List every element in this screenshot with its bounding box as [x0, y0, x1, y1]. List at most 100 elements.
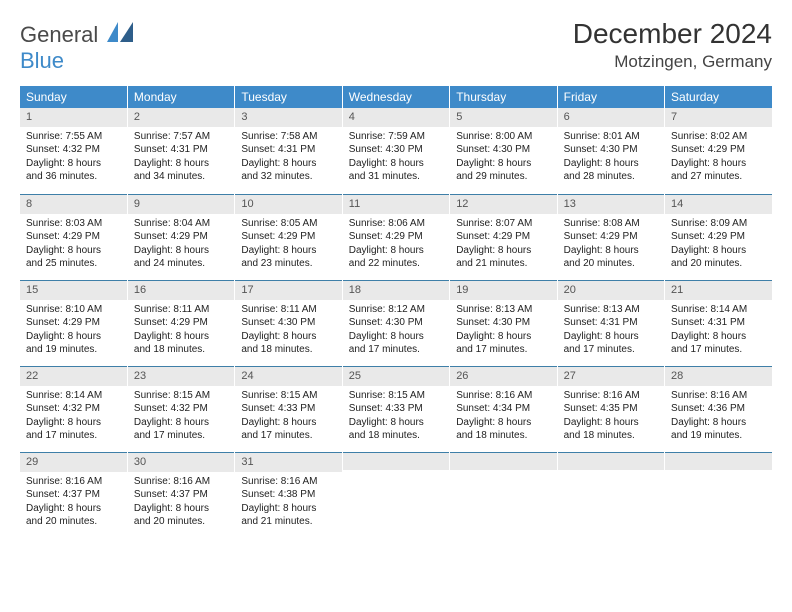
- day-d1: Daylight: 8 hours: [26, 416, 121, 430]
- calendar-day-cell: 9Sunrise: 8:04 AMSunset: 4:29 PMDaylight…: [127, 194, 234, 280]
- day-number: 27: [558, 366, 664, 386]
- day-d2: and 36 minutes.: [26, 170, 121, 184]
- day-number: [558, 452, 664, 470]
- calendar-day-cell: 2Sunrise: 7:57 AMSunset: 4:31 PMDaylight…: [127, 108, 234, 194]
- day-d1: Daylight: 8 hours: [671, 244, 766, 258]
- day-sunrise: Sunrise: 7:59 AM: [349, 130, 443, 144]
- day-d2: and 17 minutes.: [564, 343, 658, 357]
- day-details: Sunrise: 8:06 AMSunset: 4:29 PMDaylight:…: [343, 214, 449, 275]
- day-details: [450, 470, 556, 477]
- day-sunrise: Sunrise: 8:16 AM: [564, 389, 658, 403]
- day-details: Sunrise: 8:16 AMSunset: 4:38 PMDaylight:…: [235, 472, 341, 533]
- day-sunset: Sunset: 4:31 PM: [564, 316, 658, 330]
- day-number: [665, 452, 772, 470]
- day-d1: Daylight: 8 hours: [456, 330, 550, 344]
- calendar-day-cell: [450, 452, 557, 538]
- calendar-day-cell: 14Sunrise: 8:09 AMSunset: 4:29 PMDayligh…: [665, 194, 772, 280]
- day-number: 11: [343, 194, 449, 214]
- day-d1: Daylight: 8 hours: [134, 502, 228, 516]
- day-sunrise: Sunrise: 8:15 AM: [241, 389, 335, 403]
- day-d2: and 17 minutes.: [456, 343, 550, 357]
- day-d1: Daylight: 8 hours: [26, 244, 121, 258]
- day-d1: Daylight: 8 hours: [564, 157, 658, 171]
- day-sunrise: Sunrise: 8:16 AM: [671, 389, 766, 403]
- day-sunset: Sunset: 4:31 PM: [241, 143, 335, 157]
- day-details: Sunrise: 7:58 AMSunset: 4:31 PMDaylight:…: [235, 127, 341, 188]
- calendar-body: 1Sunrise: 7:55 AMSunset: 4:32 PMDaylight…: [20, 108, 772, 538]
- day-d2: and 18 minutes.: [564, 429, 658, 443]
- day-details: Sunrise: 7:55 AMSunset: 4:32 PMDaylight:…: [20, 127, 127, 188]
- day-sunset: Sunset: 4:29 PM: [26, 316, 121, 330]
- day-details: Sunrise: 8:12 AMSunset: 4:30 PMDaylight:…: [343, 300, 449, 361]
- logo-word-blue: Blue: [20, 48, 64, 73]
- calendar-week-row: 1Sunrise: 7:55 AMSunset: 4:32 PMDaylight…: [20, 108, 772, 194]
- day-sunset: Sunset: 4:30 PM: [241, 316, 335, 330]
- calendar-day-cell: 26Sunrise: 8:16 AMSunset: 4:34 PMDayligh…: [450, 366, 557, 452]
- day-sunrise: Sunrise: 8:09 AM: [671, 217, 766, 231]
- day-d1: Daylight: 8 hours: [26, 157, 121, 171]
- calendar-header-row: Sunday Monday Tuesday Wednesday Thursday…: [20, 86, 772, 108]
- day-d2: and 23 minutes.: [241, 257, 335, 271]
- day-d2: and 18 minutes.: [241, 343, 335, 357]
- day-d2: and 18 minutes.: [134, 343, 228, 357]
- day-number: 5: [450, 108, 556, 127]
- day-sunset: Sunset: 4:30 PM: [564, 143, 658, 157]
- day-sunrise: Sunrise: 8:05 AM: [241, 217, 335, 231]
- calendar-day-cell: [342, 452, 449, 538]
- day-sunset: Sunset: 4:38 PM: [241, 488, 335, 502]
- day-d2: and 19 minutes.: [26, 343, 121, 357]
- day-sunrise: Sunrise: 8:12 AM: [349, 303, 443, 317]
- day-number: 18: [343, 280, 449, 300]
- day-d1: Daylight: 8 hours: [241, 330, 335, 344]
- day-sunrise: Sunrise: 7:57 AM: [134, 130, 228, 144]
- calendar-day-cell: 25Sunrise: 8:15 AMSunset: 4:33 PMDayligh…: [342, 366, 449, 452]
- day-d1: Daylight: 8 hours: [241, 157, 335, 171]
- calendar-week-row: 29Sunrise: 8:16 AMSunset: 4:37 PMDayligh…: [20, 452, 772, 538]
- weekday-header: Sunday: [20, 86, 127, 108]
- day-d2: and 32 minutes.: [241, 170, 335, 184]
- day-details: [558, 470, 664, 477]
- day-number: 2: [128, 108, 234, 127]
- day-details: Sunrise: 8:08 AMSunset: 4:29 PMDaylight:…: [558, 214, 664, 275]
- day-d2: and 20 minutes.: [564, 257, 658, 271]
- day-number: 20: [558, 280, 664, 300]
- day-details: Sunrise: 8:13 AMSunset: 4:31 PMDaylight:…: [558, 300, 664, 361]
- calendar-day-cell: 4Sunrise: 7:59 AMSunset: 4:30 PMDaylight…: [342, 108, 449, 194]
- calendar-day-cell: [665, 452, 772, 538]
- day-number: 26: [450, 366, 556, 386]
- calendar-day-cell: 13Sunrise: 8:08 AMSunset: 4:29 PMDayligh…: [557, 194, 664, 280]
- day-details: Sunrise: 8:03 AMSunset: 4:29 PMDaylight:…: [20, 214, 127, 275]
- header: General Blue December 2024 Motzingen, Ge…: [20, 18, 772, 74]
- day-sunset: Sunset: 4:33 PM: [349, 402, 443, 416]
- day-d1: Daylight: 8 hours: [564, 244, 658, 258]
- day-sunset: Sunset: 4:32 PM: [134, 402, 228, 416]
- logo-sail-icon: [107, 22, 133, 42]
- day-d1: Daylight: 8 hours: [241, 244, 335, 258]
- calendar-table: Sunday Monday Tuesday Wednesday Thursday…: [20, 86, 772, 538]
- day-d2: and 18 minutes.: [456, 429, 550, 443]
- day-sunset: Sunset: 4:32 PM: [26, 402, 121, 416]
- day-d1: Daylight: 8 hours: [456, 244, 550, 258]
- day-sunrise: Sunrise: 8:11 AM: [241, 303, 335, 317]
- day-sunset: Sunset: 4:35 PM: [564, 402, 658, 416]
- day-d1: Daylight: 8 hours: [564, 416, 658, 430]
- day-sunrise: Sunrise: 8:07 AM: [456, 217, 550, 231]
- calendar-day-cell: [557, 452, 664, 538]
- day-d2: and 17 minutes.: [671, 343, 766, 357]
- day-sunset: Sunset: 4:33 PM: [241, 402, 335, 416]
- day-d2: and 20 minutes.: [134, 515, 228, 529]
- calendar-day-cell: 5Sunrise: 8:00 AMSunset: 4:30 PMDaylight…: [450, 108, 557, 194]
- day-sunset: Sunset: 4:37 PM: [26, 488, 121, 502]
- day-number: 15: [20, 280, 127, 300]
- day-sunset: Sunset: 4:34 PM: [456, 402, 550, 416]
- calendar-day-cell: 24Sunrise: 8:15 AMSunset: 4:33 PMDayligh…: [235, 366, 342, 452]
- calendar-day-cell: 15Sunrise: 8:10 AMSunset: 4:29 PMDayligh…: [20, 280, 127, 366]
- day-sunset: Sunset: 4:31 PM: [671, 316, 766, 330]
- calendar-week-row: 15Sunrise: 8:10 AMSunset: 4:29 PMDayligh…: [20, 280, 772, 366]
- day-sunrise: Sunrise: 8:06 AM: [349, 217, 443, 231]
- day-sunset: Sunset: 4:29 PM: [456, 230, 550, 244]
- day-number: 16: [128, 280, 234, 300]
- day-sunrise: Sunrise: 8:01 AM: [564, 130, 658, 144]
- day-number: 23: [128, 366, 234, 386]
- day-d2: and 17 minutes.: [26, 429, 121, 443]
